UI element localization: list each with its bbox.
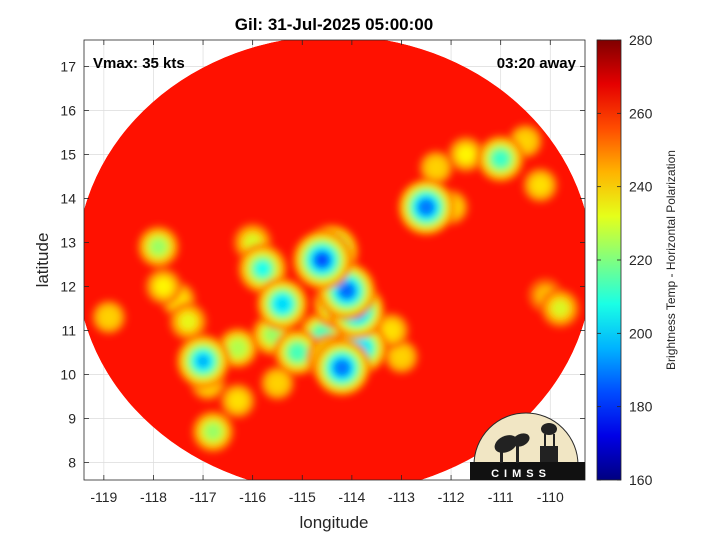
colorbar-tick-label: 180 xyxy=(629,399,653,415)
x-tick-label: -116 xyxy=(239,489,266,505)
convection-cell xyxy=(179,313,197,331)
colorbar-tick-label: 200 xyxy=(629,325,653,341)
y-tick-label: 15 xyxy=(60,146,76,162)
convection-cell xyxy=(229,392,246,409)
x-tick-label: -110 xyxy=(537,489,564,505)
y-tick-label: 14 xyxy=(60,190,76,206)
y-tick-label: 11 xyxy=(61,322,76,338)
colorbar-tick-label: 160 xyxy=(629,472,653,488)
y-tick-label: 10 xyxy=(60,366,76,382)
y-tick-label: 16 xyxy=(60,102,76,118)
chart-title: Gil: 31-Jul-2025 05:00:00 xyxy=(235,15,433,34)
convection-cell xyxy=(230,340,246,356)
time-away-annotation: 03:20 away xyxy=(497,55,577,72)
colorbar: 160 180 200 220 240 260 280 Brightness Temp - … xyxy=(596,32,678,488)
convection-cell xyxy=(551,299,569,318)
cimss-logo: CIMSS xyxy=(470,412,585,480)
convection-cell xyxy=(340,284,354,298)
convection-cell xyxy=(255,261,271,277)
cimss-logo-text: CIMSS xyxy=(491,468,551,480)
y-tick-label: 17 xyxy=(60,58,76,74)
x-tick-label: -111 xyxy=(488,489,514,505)
convection-cell xyxy=(195,354,211,369)
convection-cell xyxy=(155,278,172,295)
colorbar-tick-label: 260 xyxy=(629,105,653,121)
convection-cell xyxy=(315,253,329,267)
convection-cell xyxy=(493,151,508,167)
convection-cell xyxy=(532,177,549,194)
colorbar-label: Brightness Temp - Horizontal Polarizatio… xyxy=(664,150,678,370)
colorbar-tick-label: 280 xyxy=(629,32,653,48)
convection-cell xyxy=(428,159,445,176)
y-tick-label: 8 xyxy=(68,454,76,470)
convection-cell xyxy=(290,345,305,360)
colorbar-tick-label: 240 xyxy=(629,179,653,195)
x-tick-label: -115 xyxy=(289,489,316,505)
convection-cell xyxy=(517,133,534,150)
convection-cell xyxy=(419,200,433,214)
x-axis-ticks: -119 -118 -117 -116 -115 -114 -113 -112 -111 -110 xyxy=(90,40,564,505)
y-tick-label: 13 xyxy=(60,234,76,250)
vmax-annotation: Vmax: 35 kts xyxy=(93,55,185,72)
convection-cell xyxy=(335,361,349,375)
x-tick-label: -112 xyxy=(438,489,465,505)
convection-cell xyxy=(264,327,281,343)
convection-cell xyxy=(393,348,410,365)
convection-cell xyxy=(275,297,290,311)
y-axis-label: latitude xyxy=(33,233,52,288)
convection-cell xyxy=(100,309,117,326)
convection-cell xyxy=(383,322,400,339)
y-axis-ticks: 8 9 10 11 12 13 14 15 16 17 xyxy=(60,58,585,470)
y-tick-label: 9 xyxy=(68,410,76,426)
convection-cell xyxy=(150,239,167,255)
colorbar-ticks: 160 180 200 220 240 260 280 xyxy=(597,32,653,488)
x-axis-label: longitude xyxy=(299,513,368,532)
x-tick-label: -117 xyxy=(190,489,217,505)
x-tick-label: -119 xyxy=(90,489,117,505)
y-tick-label: 12 xyxy=(60,278,76,294)
convection-cell xyxy=(205,423,221,440)
x-tick-label: -118 xyxy=(140,489,167,505)
colorbar-tick-label: 220 xyxy=(629,252,653,268)
x-tick-label: -113 xyxy=(388,489,415,505)
convection-cell xyxy=(269,375,286,392)
convection-features xyxy=(90,123,581,454)
convection-cell xyxy=(457,146,475,163)
x-tick-label: -114 xyxy=(338,489,365,505)
plot-area: -119 -118 -117 -116 -115 -114 -113 -112 -111 -110… xyxy=(60,39,586,505)
plot-frame xyxy=(83,39,586,481)
